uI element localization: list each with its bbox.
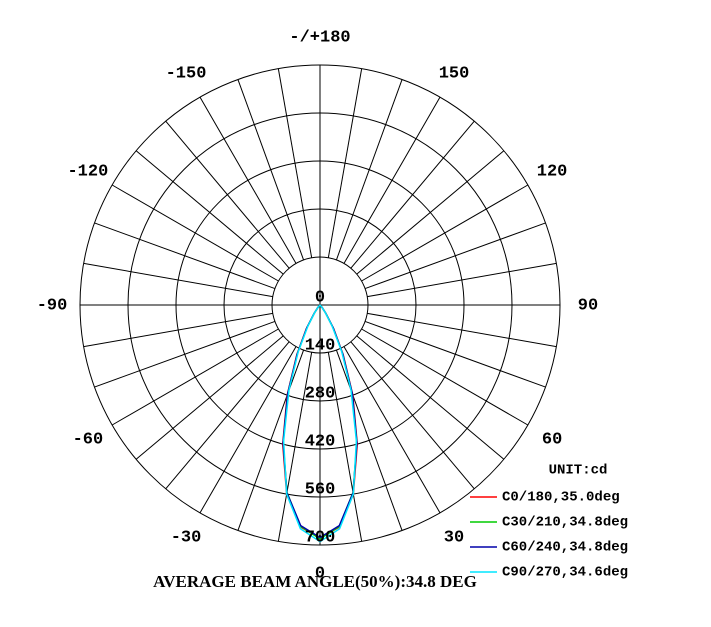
theta-tick-label: -120 bbox=[67, 162, 108, 181]
spoke bbox=[237, 349, 305, 531]
theta-tick-label: 0 bbox=[315, 564, 325, 583]
spoke bbox=[277, 352, 313, 542]
legend-label: C60/240,34.8deg bbox=[502, 540, 628, 556]
r-tick-label: 700 bbox=[305, 528, 336, 547]
spoke bbox=[361, 184, 529, 282]
theta-tick-label: -60 bbox=[73, 430, 104, 449]
theta-tick-label: 120 bbox=[537, 162, 568, 181]
spoke bbox=[199, 96, 297, 264]
spoke bbox=[165, 341, 290, 490]
spoke bbox=[83, 312, 273, 348]
spoke bbox=[327, 68, 363, 258]
theta-tick-label: -30 bbox=[171, 529, 202, 548]
theta-tick-label: 150 bbox=[439, 64, 470, 83]
r-tick-label: 280 bbox=[305, 384, 336, 403]
spoke bbox=[367, 262, 557, 298]
spoke bbox=[135, 335, 284, 460]
theta-tick-label: -150 bbox=[166, 64, 207, 83]
spoke bbox=[356, 150, 505, 275]
theta-tick-label: -90 bbox=[37, 296, 68, 315]
spoke bbox=[135, 150, 284, 275]
r-tick-label: 420 bbox=[305, 432, 336, 451]
theta-tick-label: 30 bbox=[444, 529, 464, 548]
legend-label: C0/180,35.0deg bbox=[502, 490, 620, 506]
spoke bbox=[111, 328, 279, 426]
spoke bbox=[335, 349, 403, 531]
spoke bbox=[356, 335, 505, 460]
r-tick-label: 0 bbox=[315, 288, 325, 307]
theta-tick-label: -/+180 bbox=[289, 28, 350, 47]
r-tick-label: 140 bbox=[305, 336, 336, 355]
spoke bbox=[364, 222, 546, 290]
theta-tick-label: 60 bbox=[542, 430, 562, 449]
spoke bbox=[367, 312, 557, 348]
spoke bbox=[237, 79, 305, 261]
spoke bbox=[343, 346, 441, 514]
series-curve bbox=[282, 304, 358, 543]
unit-label: UNIT:cd bbox=[549, 463, 608, 479]
legend-label: C30/210,34.8deg bbox=[502, 515, 628, 531]
spoke bbox=[277, 68, 313, 258]
r-tick-label: 560 bbox=[305, 480, 336, 499]
spoke bbox=[343, 96, 441, 264]
spoke bbox=[83, 262, 273, 298]
spoke bbox=[94, 320, 276, 388]
spoke bbox=[199, 346, 297, 514]
plot bbox=[281, 304, 359, 543]
theta-tick-label: 90 bbox=[578, 296, 598, 315]
spoke bbox=[350, 341, 475, 490]
spoke bbox=[165, 120, 290, 269]
chart-title: AVERAGE BEAM ANGLE(50%):34.8 DEG bbox=[153, 572, 477, 591]
spoke bbox=[327, 352, 363, 542]
spoke bbox=[364, 320, 546, 388]
spoke bbox=[111, 184, 279, 282]
spoke bbox=[350, 120, 475, 269]
spoke bbox=[361, 328, 529, 426]
spoke bbox=[94, 222, 276, 290]
grid bbox=[79, 64, 561, 546]
spoke bbox=[335, 79, 403, 261]
legend-label: C90/270,34.6deg bbox=[502, 565, 628, 581]
